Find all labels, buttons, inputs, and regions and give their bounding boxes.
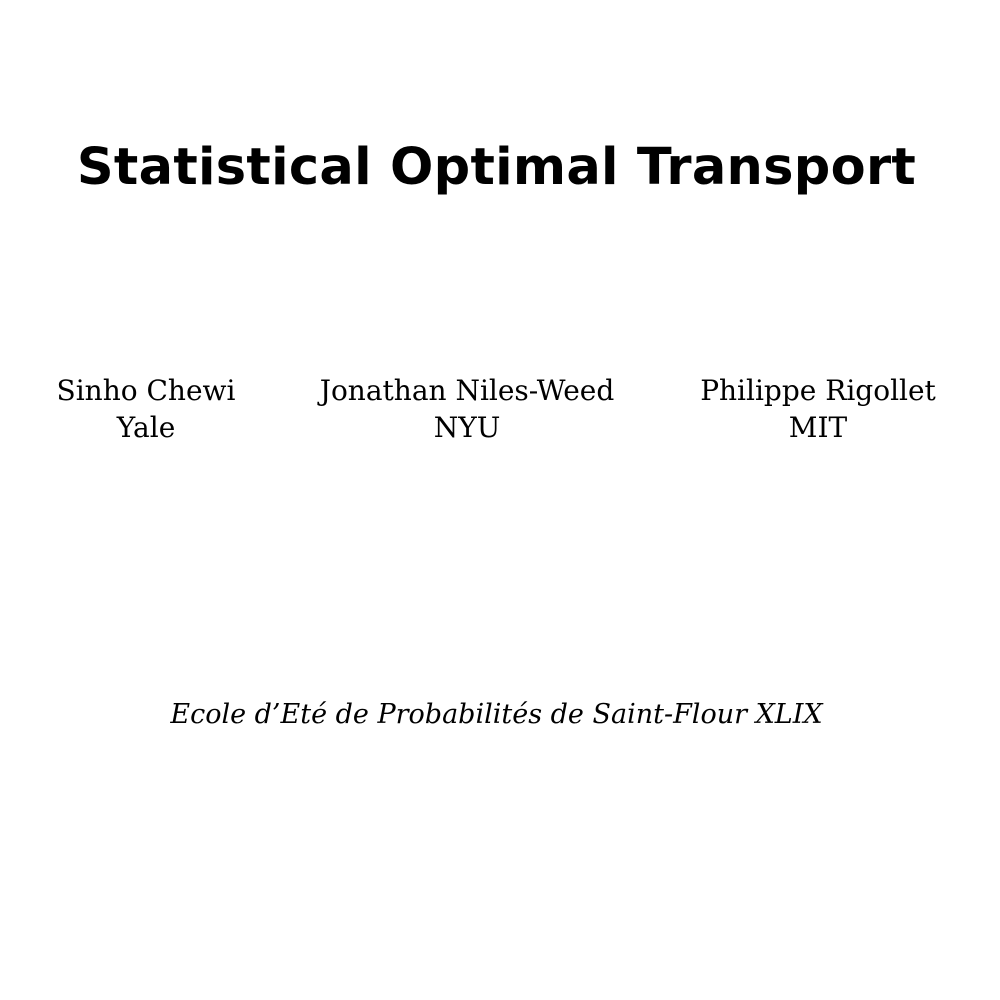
author-name: Philippe Rigollet [700,374,936,407]
author-name: Jonathan Niles-Weed [319,374,615,407]
author-affiliation: Yale [116,411,176,444]
author-affiliation: NYU [433,411,501,444]
author-block: Jonathan Niles-Weed NYU [300,372,634,446]
venue-line: Ecole d’Eté de Probabilités de Saint-Flo… [170,699,823,730]
author-affiliation: MIT [788,411,848,444]
author-block: Sinho Chewi Yale [40,372,252,446]
page-title: Statistical Optimal Transport [76,138,917,197]
author-block: Philippe Rigollet MIT [684,372,952,446]
author-name: Sinho Chewi [56,374,236,407]
